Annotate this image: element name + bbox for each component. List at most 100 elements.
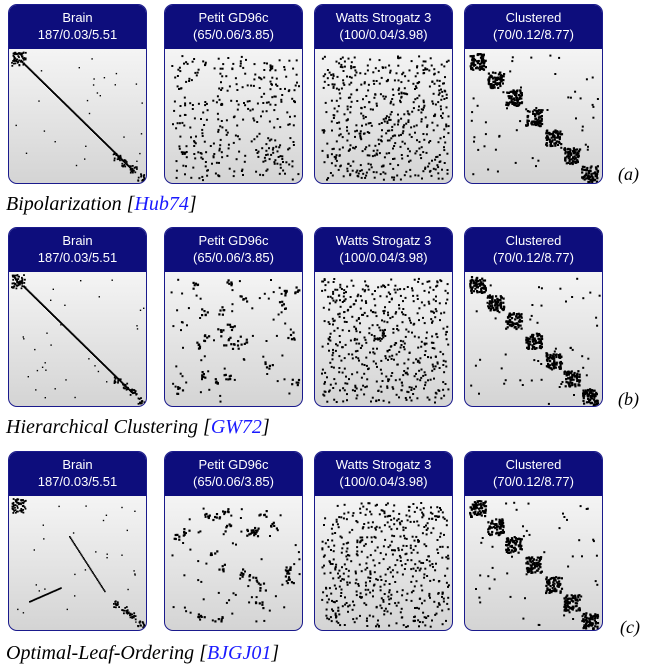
matrix-cell (545, 136, 549, 139)
matrix-cell (474, 287, 477, 290)
matrix-cell (189, 102, 192, 105)
matrix-cell (412, 589, 415, 592)
matrix-cell (447, 59, 450, 62)
matrix-cell (337, 105, 340, 108)
matrix-cell (340, 592, 343, 594)
matrix-cell (359, 331, 362, 334)
matrix-cell (20, 509, 23, 512)
matrix-cell (335, 520, 338, 523)
matrix-cell (333, 155, 336, 158)
matrix-cell (499, 519, 502, 522)
matrix-cell (223, 513, 226, 516)
matrix-cell (553, 138, 556, 141)
matrix-cell (17, 55, 20, 57)
matrix-cell (364, 581, 367, 584)
matrix-cell (391, 88, 394, 91)
matrix-cell (483, 145, 486, 148)
matrix-cell (531, 560, 534, 563)
matrix-cell (535, 110, 538, 113)
matrix-cell (506, 91, 509, 94)
matrix-cell (409, 544, 412, 547)
matrix-cell (515, 104, 518, 107)
matrix-cell (401, 573, 404, 576)
matrix-cell (343, 113, 346, 116)
matrix-cell (421, 516, 424, 519)
matrix-cell (281, 94, 284, 96)
matrix-cell (582, 613, 585, 616)
matrix-cell (475, 277, 478, 280)
matrix-cell (240, 343, 243, 346)
matrix-cell (85, 346, 87, 349)
matrix-cell (286, 572, 289, 575)
matrix-cell (515, 94, 518, 97)
matrix-cell (364, 543, 367, 546)
matrix-cell (131, 617, 134, 619)
matrix-cell (536, 321, 539, 324)
matrix-cell (361, 124, 363, 127)
matrix-cell (537, 623, 540, 626)
matrix-cell (346, 382, 349, 385)
citation-link[interactable]: Hub74 (134, 193, 189, 215)
matrix-cell (272, 318, 275, 321)
matrix-cell (518, 94, 521, 97)
matrix-cell (511, 555, 513, 558)
matrix-cell (174, 76, 177, 79)
matrix-cell (537, 567, 540, 570)
matrix-cell (409, 168, 412, 171)
matrix-cell (518, 314, 521, 318)
matrix-cell (288, 392, 291, 395)
matrix-cell (270, 83, 273, 85)
matrix-cell (417, 619, 420, 622)
matrix-cell (397, 79, 400, 82)
matrix-cell (399, 339, 402, 342)
matrix-cell (492, 80, 495, 83)
matrix-cell (64, 325, 66, 328)
matrix-cell (354, 145, 357, 148)
matrix-cell (12, 503, 15, 505)
matrix-cell (297, 381, 300, 384)
matrix-cell (333, 584, 336, 587)
matrix-cell (399, 294, 402, 297)
citation-link[interactable]: BJGJ01 (206, 642, 272, 664)
matrix-cell (354, 582, 357, 585)
matrix-cell (546, 580, 549, 583)
matrix-cell (363, 106, 366, 109)
matrix-cell (422, 60, 425, 63)
matrix-cell (531, 344, 534, 347)
matrix-cell (20, 53, 23, 56)
matrix-cell (420, 120, 423, 123)
matrix-cell (136, 168, 138, 170)
matrix-cell (67, 105, 69, 108)
matrix-cell (386, 349, 389, 352)
matrix-cell (71, 109, 73, 112)
matrix-cell (537, 124, 540, 127)
matrix-cell (370, 309, 372, 312)
matrix-cell (109, 146, 111, 149)
matrix-cell (587, 145, 589, 148)
matrix-cell (436, 164, 439, 167)
matrix-cell (52, 314, 54, 316)
matrix-cell (88, 126, 90, 129)
matrix-cell (473, 501, 476, 504)
matrix-cell (324, 542, 327, 545)
matrix-cell (12, 52, 15, 55)
matrix-cell (511, 321, 514, 324)
matrix-cell (138, 621, 141, 624)
matrix-cell (229, 378, 232, 381)
matrix-cell (364, 116, 367, 118)
matrix-cell (242, 118, 245, 121)
matrix-cell (469, 285, 472, 288)
matrix-cell (19, 281, 22, 283)
matrix-cell (482, 284, 486, 287)
citation-link[interactable]: GW72 (210, 416, 262, 438)
matrix-cell (577, 152, 580, 155)
matrix-cell (518, 103, 521, 106)
matrix-cell (388, 566, 391, 569)
matrix-cell (79, 340, 81, 343)
matrix-cell (421, 602, 423, 605)
matrix-cell (438, 603, 441, 606)
matrix-cell (432, 565, 434, 568)
matrix-cell (344, 298, 347, 301)
matrix-cell (31, 293, 33, 296)
matrix-cell (472, 173, 475, 176)
